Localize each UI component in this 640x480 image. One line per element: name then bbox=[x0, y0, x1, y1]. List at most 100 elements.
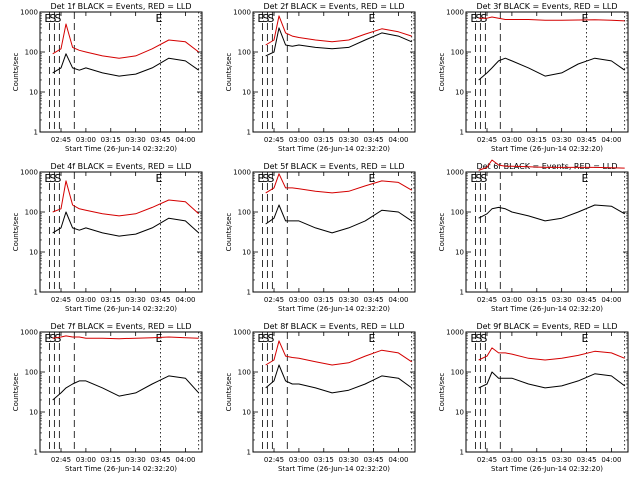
y-tick-label: 1000 bbox=[20, 329, 38, 337]
y-tick-label: 10 bbox=[455, 249, 464, 257]
x-axis-label: Start Time (26-Jun-14 02:32:20) bbox=[278, 465, 390, 473]
panel-title: Det 3f BLACK = Events, RED = LLD bbox=[476, 2, 617, 11]
y-tick-label: 1000 bbox=[446, 329, 464, 337]
y-axis-label: Counts/sec bbox=[12, 213, 20, 252]
y-tick-label: 10 bbox=[242, 249, 251, 257]
y-tick-label: 1 bbox=[460, 129, 464, 137]
events-series-line bbox=[52, 211, 200, 237]
lld-series-line bbox=[265, 15, 412, 46]
detector-panel: Det 8f BLACK = Events, RED = LLD 1 10 100 10… bbox=[225, 322, 416, 473]
x-tick-label: 04:00 bbox=[388, 456, 408, 464]
plot-frame bbox=[465, 171, 629, 293]
marker-label: S bbox=[480, 332, 487, 345]
plot-frame bbox=[39, 11, 203, 133]
x-tick-label: 03:15 bbox=[314, 296, 334, 304]
y-tick-label: 1000 bbox=[233, 9, 251, 17]
x-axis-label: Start Time (26-Jun-14 02:32:20) bbox=[65, 465, 177, 473]
x-tick-label: 04:00 bbox=[175, 456, 195, 464]
y-axis-label: Counts/sec bbox=[12, 53, 20, 92]
x-tick-label: 03:30 bbox=[552, 296, 572, 304]
marker-label: E bbox=[156, 12, 163, 25]
events-series-line bbox=[478, 371, 626, 389]
marker-label: S bbox=[54, 172, 61, 185]
x-tick-label: 03:30 bbox=[126, 136, 146, 144]
marker-label: E bbox=[44, 12, 51, 25]
marker-label: E bbox=[44, 332, 51, 345]
marker-label: E bbox=[257, 12, 264, 25]
x-tick-label: 04:00 bbox=[175, 296, 195, 304]
y-tick-label: 100 bbox=[238, 49, 251, 57]
x-tick-label: 02:45 bbox=[477, 136, 497, 144]
y-tick-label: 1000 bbox=[233, 329, 251, 337]
x-tick-label: 03:15 bbox=[527, 456, 547, 464]
x-tick-label: 03:30 bbox=[552, 136, 572, 144]
y-tick-label: 100 bbox=[451, 209, 464, 217]
y-tick-label: 1000 bbox=[20, 169, 38, 177]
panel-title: Det 2f BLACK = Events, RED = LLD bbox=[263, 2, 404, 11]
x-tick-label: 04:00 bbox=[388, 296, 408, 304]
events-series-line bbox=[52, 53, 199, 77]
x-tick-label: 03:45 bbox=[576, 456, 596, 464]
y-tick-label: 1000 bbox=[20, 9, 38, 17]
y-tick-label: 1 bbox=[460, 289, 464, 297]
detector-panel: Det 7f BLACK = Events, RED = LLD 1 10 100 10… bbox=[12, 322, 203, 473]
x-tick-label: 03:30 bbox=[126, 296, 146, 304]
x-tick-label: 03:45 bbox=[363, 136, 383, 144]
x-tick-label: 03:00 bbox=[76, 296, 96, 304]
x-tick-label: 02:45 bbox=[264, 136, 284, 144]
marker-label: E bbox=[257, 172, 264, 185]
lld-series-line bbox=[478, 16, 625, 22]
marker-label: S bbox=[475, 332, 482, 345]
lld-series-line bbox=[52, 180, 200, 217]
x-tick-label: 04:00 bbox=[601, 456, 621, 464]
lld-series-line bbox=[478, 159, 625, 171]
x-tick-label: 03:15 bbox=[527, 136, 547, 144]
marker-label: S bbox=[54, 332, 61, 345]
plot-frame bbox=[252, 11, 416, 133]
plot-frame bbox=[39, 171, 203, 293]
x-tick-label: 03:00 bbox=[289, 296, 309, 304]
x-tick-label: 03:00 bbox=[502, 296, 522, 304]
x-axis-label: Start Time (26-Jun-14 02:32:20) bbox=[65, 145, 177, 153]
marker-label: S bbox=[262, 172, 269, 185]
panel-title: Det 5f BLACK = Events, RED = LLD bbox=[263, 162, 404, 171]
lld-series-line bbox=[478, 347, 625, 361]
y-tick-label: 10 bbox=[242, 89, 251, 97]
marker-label: E bbox=[369, 332, 376, 345]
plot-frame bbox=[465, 331, 629, 453]
x-axis-label: Start Time (26-Jun-14 02:32:20) bbox=[491, 145, 603, 153]
marker-label: E bbox=[582, 332, 589, 345]
x-tick-label: 02:45 bbox=[264, 456, 284, 464]
marker-label: E bbox=[369, 172, 376, 185]
x-tick-label: 03:15 bbox=[314, 456, 334, 464]
marker-label: S bbox=[262, 12, 269, 25]
x-tick-label: 02:45 bbox=[51, 456, 71, 464]
y-tick-label: 1 bbox=[247, 449, 251, 457]
y-tick-label: 10 bbox=[455, 409, 464, 417]
x-tick-label: 03:45 bbox=[363, 296, 383, 304]
events-series-line bbox=[478, 204, 625, 222]
x-tick-label: 03:45 bbox=[150, 296, 170, 304]
y-axis-label: Counts/sec bbox=[438, 53, 446, 92]
x-tick-label: 04:00 bbox=[601, 296, 621, 304]
panel-title: Det 1f BLACK = Events, RED = LLD bbox=[50, 2, 191, 11]
marker-label: S bbox=[267, 172, 274, 185]
y-tick-label: 10 bbox=[29, 409, 38, 417]
y-tick-label: 100 bbox=[25, 209, 38, 217]
y-tick-label: 1000 bbox=[233, 169, 251, 177]
x-tick-label: 03:00 bbox=[289, 456, 309, 464]
marker-label: S bbox=[267, 12, 274, 25]
detector-panel: Det 3f BLACK = Events, RED = LLD 1 10 100 10… bbox=[438, 2, 629, 153]
marker-label: E bbox=[257, 332, 264, 345]
x-axis-label: Start Time (26-Jun-14 02:32:20) bbox=[65, 305, 177, 313]
x-tick-label: 02:45 bbox=[264, 296, 284, 304]
x-axis-label: Start Time (26-Jun-14 02:32:20) bbox=[278, 145, 390, 153]
x-tick-label: 03:45 bbox=[150, 456, 170, 464]
detector-panel: Det 9f BLACK = Events, RED = LLD 1 10 100 10… bbox=[438, 322, 629, 473]
x-tick-label: 03:45 bbox=[576, 296, 596, 304]
marker-label: S bbox=[267, 332, 274, 345]
marker-label: S bbox=[54, 12, 61, 25]
detector-panel: Det 2f BLACK = Events, RED = LLD 1 10 100 10… bbox=[225, 2, 416, 153]
x-tick-label: 03:00 bbox=[502, 456, 522, 464]
marker-label: S bbox=[49, 12, 56, 25]
